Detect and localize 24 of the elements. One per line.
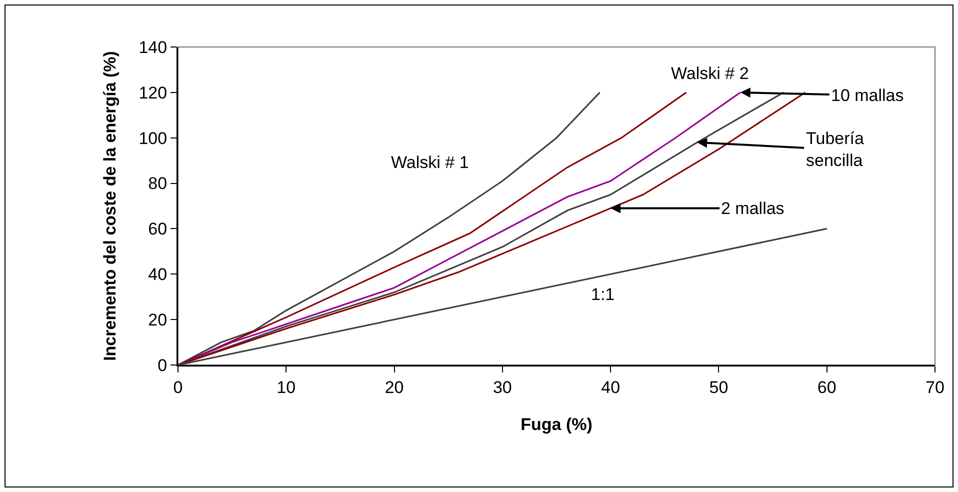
x-tick-label: 60 <box>817 378 836 397</box>
y-tick-label: 20 <box>148 310 168 330</box>
x-tick-label: 70 <box>926 378 944 397</box>
x-tick-label: 30 <box>492 378 512 397</box>
x-tick-label: 20 <box>384 378 404 397</box>
annotation: 10 mallas <box>831 86 904 105</box>
x-tick-label: 0 <box>173 378 183 397</box>
y-tick-label: 120 <box>138 83 168 102</box>
series-label: 1:1 <box>591 285 615 304</box>
annotation: Tubería sencilla <box>806 129 864 170</box>
x-axis-title: Fuga (%) <box>520 415 592 434</box>
y-tick-label: 80 <box>148 174 168 194</box>
series-label: Walski # 1 <box>391 153 469 172</box>
x-tick-label: 50 <box>709 378 728 397</box>
y-tick-label: 60 <box>148 220 168 239</box>
y-tick-label: 40 <box>148 265 168 284</box>
x-tick-label: 40 <box>601 378 620 397</box>
y-axis-title: Incremento del coste de la energía (%) <box>100 51 120 361</box>
y-tick-label: 0 <box>158 356 168 375</box>
x-tick-label: 10 <box>276 378 296 397</box>
y-tick-label: 140 <box>138 38 168 57</box>
series-label: Walski # 2 <box>671 64 749 83</box>
annotation: 2 mallas <box>721 199 784 218</box>
y-tick-label: 100 <box>138 128 168 148</box>
